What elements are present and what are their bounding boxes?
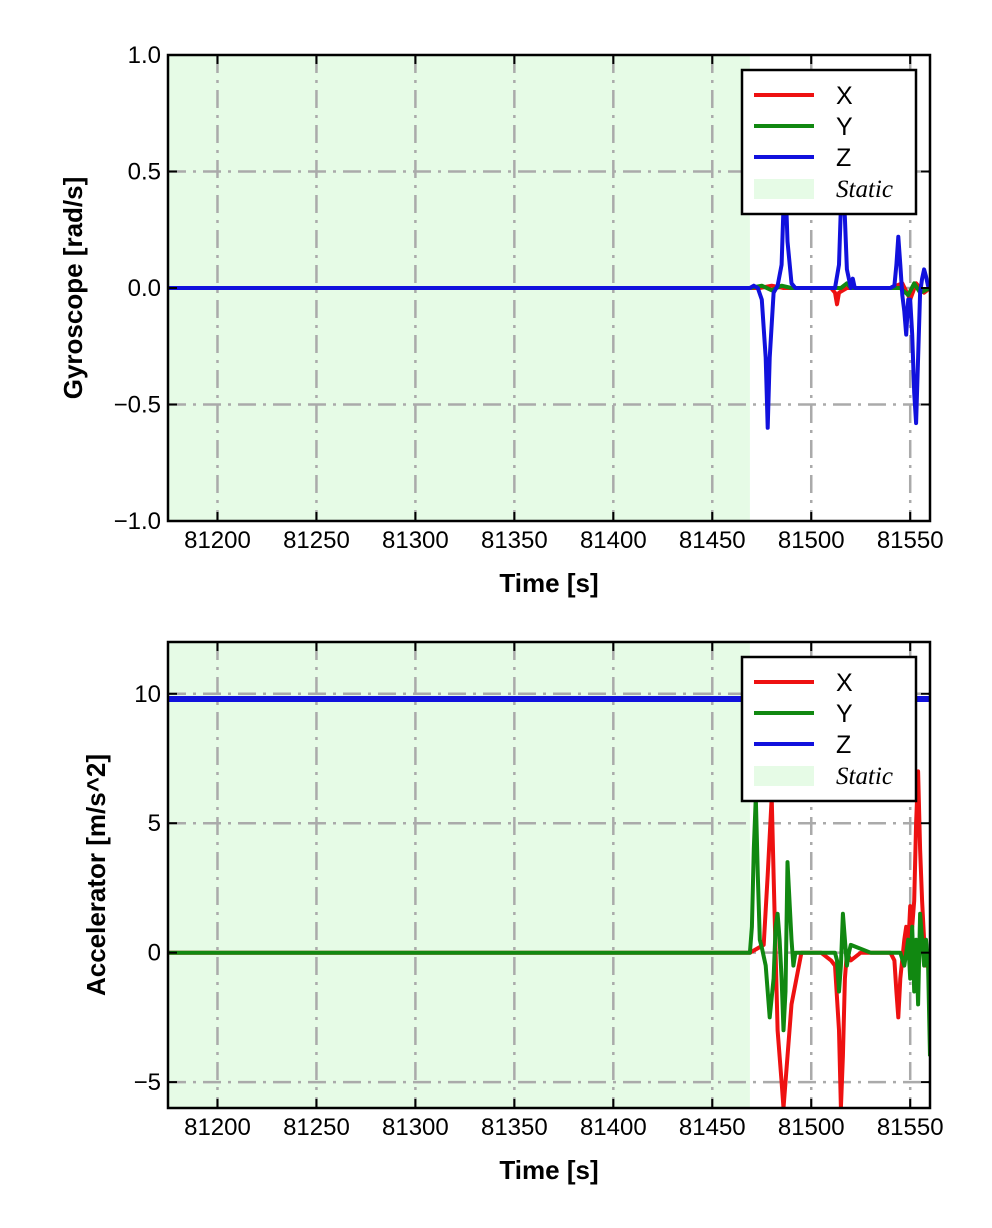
legend: XYZ Static xyxy=(740,68,918,216)
legend: XYZ Static xyxy=(740,655,918,803)
y-tick-label: 1.0 xyxy=(128,42,161,69)
legend-label-static: Static xyxy=(836,763,893,790)
x-tick-label: 81200 xyxy=(184,527,251,554)
x-tick-label: 81250 xyxy=(283,527,350,554)
chart-panel-2: 81200 81250 81300 81350 81400 81450 81500 81550… xyxy=(81,640,944,1185)
legend-label-y: Y xyxy=(836,700,853,728)
legend-label-x: X xyxy=(836,82,853,110)
series-line-z xyxy=(168,181,930,430)
series-line-x xyxy=(168,769,930,1108)
series-line-y xyxy=(168,281,930,297)
legend-label-z: Z xyxy=(836,731,851,759)
x-tick-label: 81400 xyxy=(580,1114,647,1141)
y-tick-label: −1.0 xyxy=(114,508,161,535)
x-tick-label: 81550 xyxy=(877,1114,944,1141)
series-line-y xyxy=(168,795,930,1057)
legend-swatch-static xyxy=(754,179,814,199)
legend-label-x: X xyxy=(836,669,853,697)
x-axis-label: Time [s] xyxy=(499,568,598,598)
x-tick-label: 81300 xyxy=(382,1114,449,1141)
y-axis-label: Gyroscope [rad/s] xyxy=(58,177,88,400)
y-tick-label: 0.5 xyxy=(128,159,161,186)
y-tick-label: 0.0 xyxy=(128,275,161,302)
x-tick-label: 81350 xyxy=(481,1114,548,1141)
y-tick-label: −5 xyxy=(134,1069,161,1096)
legend-label-y: Y xyxy=(836,113,853,141)
y-tick-label: 5 xyxy=(148,810,161,837)
x-tick-label: 81200 xyxy=(184,1114,251,1141)
x-tick-label: 81250 xyxy=(283,1114,350,1141)
y-tick-label: 0 xyxy=(148,940,161,967)
plot-frame xyxy=(166,640,932,1110)
x-tick-label: 81450 xyxy=(679,527,746,554)
static-region xyxy=(168,642,750,1108)
y-tick-label: −0.5 xyxy=(114,392,161,419)
legend-swatch-static xyxy=(754,766,814,786)
legend-label-static: Static xyxy=(836,176,893,203)
x-tick-label: 81550 xyxy=(877,527,944,554)
legend-label-z: Z xyxy=(836,144,851,172)
x-axis-label: Time [s] xyxy=(499,1155,598,1185)
x-tick-label: 81450 xyxy=(679,1114,746,1141)
x-tick-label: 81500 xyxy=(778,1114,845,1141)
y-axis-label: Accelerator [m/s^2] xyxy=(81,754,111,996)
y-tick-label: 10 xyxy=(134,681,161,708)
x-tick-label: 81400 xyxy=(580,527,647,554)
chart-panel-1: 81200 81250 81300 81350 81400 81450 81500 81550… xyxy=(58,42,944,598)
x-tick-label: 81350 xyxy=(481,527,548,554)
x-tick-label: 81500 xyxy=(778,527,845,554)
x-tick-label: 81300 xyxy=(382,527,449,554)
